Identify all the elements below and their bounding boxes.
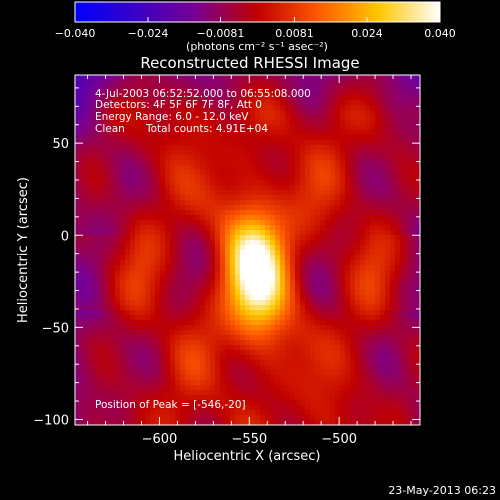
x-tick-label: −550 [231, 432, 267, 447]
time-range-label: 4-Jul-2003 06:52:52.000 to 06:55:08.000 [95, 88, 311, 100]
y-axis-label: Heliocentric Y (arcsec) [16, 177, 31, 323]
x-tick-label: −500 [321, 432, 357, 447]
plot-frame [74, 74, 421, 426]
colorbar-tick-label: −0.040 [55, 27, 96, 40]
peak-position-label: Position of Peak = [-546,-20] [95, 399, 246, 411]
colorbar-ticks: −0.040 −0.024 −0.0081 0.0081 0.024 0.040 [55, 17, 456, 40]
axis-ticks: −600 −550 −500 50 0 −50 −100 [33, 75, 420, 447]
footer-timestamp: 23-May-2013 06:23 [388, 484, 496, 497]
colorbar [75, 2, 440, 22]
y-tick-label: −100 [33, 413, 69, 428]
colorbar-units-label: (photons cm⁻² s⁻¹ asec⁻²) [186, 40, 328, 53]
colorbar-frame [74, 1, 441, 23]
y-tick-label: 0 [61, 229, 69, 244]
y-tick-label: −50 [42, 321, 69, 336]
chart-title: Reconstructed RHESSI Image [140, 54, 359, 72]
x-axis-label: Heliocentric X (arcsec) [174, 449, 321, 464]
image-map [75, 75, 420, 425]
colorbar-tick-label: 0.040 [424, 27, 456, 40]
y-tick-label: 50 [52, 137, 69, 152]
x-tick-label: −600 [142, 432, 178, 447]
total-counts-label: Total counts: 4.91E+04 [145, 123, 268, 135]
method-label: Clean [95, 123, 125, 135]
colorbar-tick-label: −0.0081 [197, 27, 245, 40]
detectors-label: Detectors: 4F 5F 6F 7F 8F, Att 0 [95, 99, 262, 111]
energy-range-label: Energy Range: 6.0 - 12.0 keV [95, 111, 249, 123]
colorbar-tick-label: −0.024 [128, 27, 169, 40]
colorbar-tick-label: 0.024 [351, 27, 383, 40]
colorbar-tick-label: 0.0081 [275, 27, 314, 40]
